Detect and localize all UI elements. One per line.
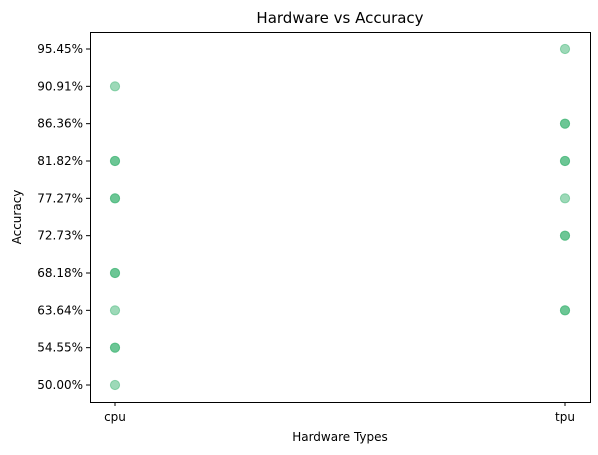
scatter-point	[109, 342, 121, 353]
scatter-point	[559, 118, 571, 129]
y-tick-label: 68.18%	[37, 266, 83, 280]
scatter-point	[109, 379, 121, 391]
scatter-point	[559, 193, 571, 204]
x-tick-label: tpu	[555, 410, 575, 424]
y-tick-label: 86.36%	[37, 117, 83, 131]
y-tick-label: 50.00%	[37, 378, 83, 392]
x-tick-label: cpu	[104, 410, 126, 424]
y-tick-label: 54.55%	[37, 341, 83, 355]
x-axis-ticks: cpu tpu	[104, 402, 575, 424]
y-tick-label: 81.82%	[37, 154, 83, 168]
x-axis-label: Hardware Types	[292, 430, 388, 444]
plot-area-frame	[90, 32, 591, 403]
scatter-point	[559, 305, 571, 316]
scatter-point	[109, 81, 121, 92]
points-layer	[109, 43, 571, 391]
scatter-point	[109, 305, 121, 316]
y-tick-label: 77.27%	[37, 191, 83, 205]
y-tick-label: 63.64%	[37, 303, 83, 317]
scatter-point	[559, 43, 571, 55]
scatter-point	[559, 230, 571, 241]
scatter-point	[109, 267, 121, 279]
y-tick-label: 95.45%	[37, 42, 83, 56]
y-axis-label: Accuracy	[10, 190, 24, 245]
y-tick-label: 90.91%	[37, 79, 83, 93]
chart-title: Hardware vs Accuracy	[256, 9, 423, 27]
y-tick-label: 72.73%	[37, 229, 83, 243]
scatter-point	[109, 155, 121, 167]
scatter-point	[109, 193, 121, 204]
scatter-point	[559, 155, 571, 167]
y-axis-ticks: 50.00% 54.55% 63.64% 68.18% 72.73% 77.27% 81.8…	[37, 42, 90, 392]
